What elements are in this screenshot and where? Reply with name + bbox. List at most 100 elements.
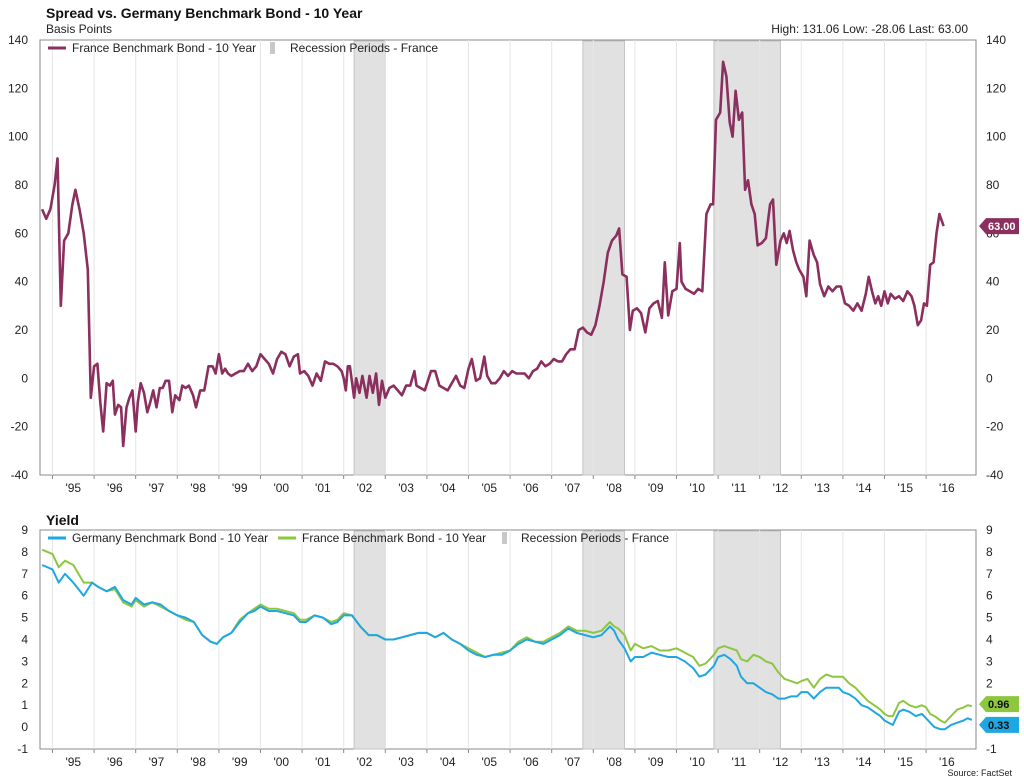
yield-x-ticks: '95 '96 '97 '98 '99 '00 '01 '02 '03 '04 '05 '06 '07 '… (51, 749, 955, 769)
y-tick-label-right: 140 (986, 33, 1006, 47)
germany-badge-text: 0.33 (988, 720, 1009, 732)
y-tick-label-left: 7 (21, 567, 28, 581)
series-line-germany-yield (41, 564, 973, 731)
x-tick-label: '96 (107, 755, 123, 769)
france-badge-text: 0.96 (988, 699, 1009, 711)
y-tick-label-right: 40 (986, 275, 1000, 289)
x-tick-label: '11 (732, 481, 747, 495)
x-tick-label: '02 (357, 755, 373, 769)
y-tick-label-right: 3 (986, 654, 993, 668)
y-tick-label-right: 120 (986, 81, 1006, 95)
x-tick-label: '11 (732, 755, 747, 769)
y-tick-label-left: 120 (8, 81, 28, 95)
yield-plot-frame (39, 529, 977, 750)
last-value-badge-shape (979, 218, 1019, 235)
yield-chart-title: Yield (46, 512, 79, 528)
x-tick-label: '97 (149, 755, 165, 769)
source-note: Source: FactSet (947, 768, 1012, 778)
legend-swatch-recession-yield (502, 532, 507, 544)
y-tick-label-right: 9 (986, 523, 993, 537)
y-tick-label-left: 2 (21, 676, 28, 690)
y-tick-label-left: 3 (21, 654, 28, 668)
x-tick-label: '01 (315, 481, 331, 495)
y-tick-label-right: 20 (986, 323, 1000, 337)
spread-recession-bands (353, 40, 781, 476)
legend-label-france-spread: France Benchmark Bond - 10 Year (72, 41, 256, 55)
spread-legend: France Benchmark Bond - 10 Year Recessio… (48, 41, 438, 55)
x-tick-label: '04 (440, 481, 456, 495)
y-tick-label-left: 80 (15, 178, 29, 192)
y-tick-label-right: -40 (986, 468, 1004, 482)
y-tick-label-left: 0 (21, 720, 28, 734)
x-tick-label: '03 (398, 481, 414, 495)
legend-label-recession: Recession Periods - France (290, 41, 438, 55)
legend-swatch-recession (270, 42, 275, 54)
x-tick-label: '95 (65, 755, 81, 769)
x-tick-label: '02 (357, 481, 373, 495)
yield-recession-bands (353, 530, 781, 750)
y-tick-label-left: -1 (17, 742, 28, 756)
recession-band (353, 40, 386, 476)
legend-label-france-yield: France Benchmark Bond - 10 Year (302, 531, 486, 545)
yield-gridlines (51, 530, 927, 749)
x-tick-label: '98 (190, 755, 206, 769)
y-tick-label-left: 100 (8, 130, 28, 144)
y-tick-label-left: 4 (21, 633, 28, 647)
yield-legend: Germany Benchmark Bond - 10 Year France … (48, 531, 669, 545)
y-tick-label-right: 100 (986, 130, 1006, 144)
series-line-france-spread (40, 60, 945, 448)
x-tick-label: '07 (565, 481, 581, 495)
x-tick-label: '07 (565, 755, 581, 769)
y-tick-label-left: 6 (21, 589, 28, 603)
legend-label-recession-yield: Recession Periods - France (521, 531, 669, 545)
y-tick-label-left: -40 (11, 468, 29, 482)
y-tick-label-left: 5 (21, 611, 28, 625)
y-tick-label-left: -20 (11, 420, 29, 434)
y-tick-label-left: 60 (15, 226, 29, 240)
spread-chart-title: Spread vs. Germany Benchmark Bond - 10 Y… (46, 5, 363, 21)
y-tick-label-right: 8 (986, 545, 993, 559)
x-tick-label: '03 (398, 755, 414, 769)
x-tick-label: '05 (481, 481, 497, 495)
y-tick-label-right: 4 (986, 633, 993, 647)
x-tick-label: '15 (897, 755, 913, 769)
x-tick-label: '98 (190, 481, 206, 495)
x-tick-label: '01 (315, 755, 331, 769)
x-tick-label: '09 (648, 481, 664, 495)
y-tick-label-right: 0 (986, 371, 993, 385)
y-tick-label-right: 5 (986, 611, 993, 625)
spread-last-value-badge: 63.00 (979, 218, 1019, 235)
france-badge-shape (979, 696, 1019, 713)
y-tick-label-left: 9 (21, 523, 28, 537)
x-tick-label: '13 (814, 755, 830, 769)
germany-last-value-badge: 0.33 (979, 716, 1019, 733)
x-tick-label: '95 (65, 481, 81, 495)
y-tick-label-right: -1 (986, 742, 997, 756)
x-tick-label: '16 (939, 755, 955, 769)
spread-y-ticks-left: 140 120 100 80 60 40 20 0 -20 -40 (8, 33, 28, 482)
y-tick-label-left: 0 (21, 371, 28, 385)
spread-panel: 140 120 100 80 60 40 20 0 -20 -40 140 120 100 80 60 40… (8, 5, 1019, 495)
x-tick-label: '97 (149, 481, 165, 495)
x-tick-label: '10 (689, 481, 705, 495)
x-tick-label: '09 (648, 755, 664, 769)
x-tick-label: '99 (232, 755, 248, 769)
x-tick-label: '06 (523, 755, 539, 769)
x-tick-label: '06 (523, 481, 539, 495)
y-tick-label-right: -20 (986, 420, 1004, 434)
recession-band (713, 530, 781, 750)
x-tick-label: '04 (440, 755, 456, 769)
last-value-badge-text: 63.00 (988, 221, 1016, 233)
y-tick-label-left: 20 (15, 323, 29, 337)
x-tick-label: '05 (481, 755, 497, 769)
y-tick-label-left: 1 (21, 698, 28, 712)
x-tick-label: '96 (107, 481, 123, 495)
spread-stats: High: 131.06 Low: -28.06 Last: 63.00 (771, 22, 968, 36)
y-tick-label-right: 7 (986, 567, 993, 581)
x-tick-label: '10 (689, 755, 705, 769)
x-tick-label: '14 (856, 755, 872, 769)
y-tick-label-right: 6 (986, 589, 993, 603)
x-tick-label: '12 (773, 481, 789, 495)
